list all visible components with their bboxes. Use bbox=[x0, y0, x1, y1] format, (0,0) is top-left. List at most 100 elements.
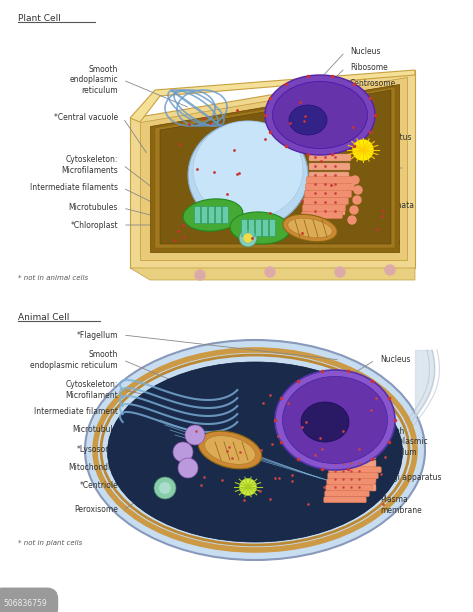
Polygon shape bbox=[150, 84, 399, 252]
FancyBboxPatch shape bbox=[329, 468, 376, 475]
Text: Cytoskeleton:
Microfilaments: Cytoskeleton: Microfilaments bbox=[61, 155, 118, 174]
FancyBboxPatch shape bbox=[326, 485, 372, 491]
Circle shape bbox=[335, 267, 345, 277]
Polygon shape bbox=[130, 70, 415, 122]
FancyBboxPatch shape bbox=[216, 206, 221, 223]
Text: Credit: Alan Gesek/Stocktrek
Images: Credit: Alan Gesek/Stocktrek Images bbox=[187, 444, 287, 457]
FancyBboxPatch shape bbox=[329, 484, 376, 491]
Polygon shape bbox=[130, 268, 415, 280]
Circle shape bbox=[385, 265, 395, 275]
Text: *Chloroplast: *Chloroplast bbox=[70, 220, 118, 230]
FancyBboxPatch shape bbox=[309, 163, 350, 170]
Text: Plasma
membrane: Plasma membrane bbox=[380, 495, 422, 515]
Ellipse shape bbox=[198, 431, 262, 469]
Text: *Plasmodesmata: *Plasmodesmata bbox=[350, 201, 415, 209]
FancyBboxPatch shape bbox=[303, 204, 345, 212]
Text: *Central vacuole: *Central vacuole bbox=[54, 113, 118, 122]
Text: Plasma
membrane: Plasma membrane bbox=[350, 175, 392, 195]
FancyBboxPatch shape bbox=[309, 181, 348, 188]
Text: Centrosome: Centrosome bbox=[350, 78, 396, 88]
FancyBboxPatch shape bbox=[309, 154, 351, 161]
Text: Peroxisome: Peroxisome bbox=[350, 220, 394, 230]
Text: Mitochondria: Mitochondria bbox=[350, 237, 400, 247]
Ellipse shape bbox=[188, 121, 308, 229]
FancyBboxPatch shape bbox=[329, 452, 376, 459]
FancyBboxPatch shape bbox=[309, 208, 345, 215]
Circle shape bbox=[154, 477, 176, 499]
FancyBboxPatch shape bbox=[307, 176, 358, 184]
Ellipse shape bbox=[230, 212, 290, 244]
Text: *Centriole: *Centriole bbox=[79, 482, 118, 490]
FancyBboxPatch shape bbox=[301, 212, 342, 218]
Circle shape bbox=[244, 234, 252, 242]
Polygon shape bbox=[140, 77, 407, 260]
Text: Nucleus: Nucleus bbox=[380, 356, 411, 365]
FancyBboxPatch shape bbox=[209, 206, 214, 223]
FancyBboxPatch shape bbox=[329, 460, 376, 467]
Ellipse shape bbox=[288, 218, 332, 237]
Text: Plant Cell: Plant Cell bbox=[18, 14, 61, 23]
Ellipse shape bbox=[193, 121, 303, 219]
Circle shape bbox=[350, 206, 358, 214]
Ellipse shape bbox=[205, 436, 255, 465]
FancyBboxPatch shape bbox=[248, 220, 254, 236]
Ellipse shape bbox=[243, 233, 253, 243]
FancyBboxPatch shape bbox=[255, 220, 262, 236]
Ellipse shape bbox=[183, 199, 243, 231]
Circle shape bbox=[353, 196, 361, 204]
Circle shape bbox=[265, 267, 275, 277]
Circle shape bbox=[351, 176, 359, 184]
FancyBboxPatch shape bbox=[329, 467, 381, 472]
Ellipse shape bbox=[289, 105, 327, 135]
Ellipse shape bbox=[265, 75, 375, 155]
Text: *Lysosome: *Lysosome bbox=[77, 446, 118, 455]
Text: Microtubules: Microtubules bbox=[69, 204, 118, 212]
Text: Golgi apparatus: Golgi apparatus bbox=[380, 474, 441, 482]
Text: Intermediate filaments: Intermediate filaments bbox=[30, 184, 118, 193]
Ellipse shape bbox=[272, 81, 368, 149]
FancyBboxPatch shape bbox=[270, 220, 275, 236]
Polygon shape bbox=[160, 90, 391, 244]
Text: * not in plant cells: * not in plant cells bbox=[18, 540, 82, 546]
Circle shape bbox=[240, 479, 256, 495]
Circle shape bbox=[195, 270, 205, 280]
FancyBboxPatch shape bbox=[325, 491, 369, 497]
Ellipse shape bbox=[107, 362, 403, 542]
FancyBboxPatch shape bbox=[201, 206, 208, 223]
Text: 506836759: 506836759 bbox=[3, 599, 47, 608]
Text: Cytoskeleton:
Microfilament: Cytoskeleton: Microfilament bbox=[65, 380, 118, 400]
Text: * not in animal cells: * not in animal cells bbox=[18, 275, 88, 281]
Text: *Flagellum: *Flagellum bbox=[77, 330, 118, 340]
FancyBboxPatch shape bbox=[194, 206, 201, 223]
Ellipse shape bbox=[275, 370, 395, 470]
FancyBboxPatch shape bbox=[304, 198, 349, 204]
Text: Intermediate filament: Intermediate filament bbox=[34, 408, 118, 417]
FancyBboxPatch shape bbox=[305, 190, 351, 198]
Text: Microtubule: Microtubule bbox=[73, 425, 118, 435]
FancyBboxPatch shape bbox=[324, 497, 366, 502]
Text: Ribosome: Ribosome bbox=[350, 64, 388, 72]
Ellipse shape bbox=[239, 229, 257, 247]
Text: Mitochondria: Mitochondria bbox=[68, 463, 118, 472]
Text: Nucleus: Nucleus bbox=[350, 48, 380, 56]
Ellipse shape bbox=[301, 402, 349, 442]
Circle shape bbox=[159, 482, 171, 494]
Text: Smooth
endoplasmic reticulum: Smooth endoplasmic reticulum bbox=[30, 350, 118, 370]
Text: Rough
endoplasmic
reticulum: Rough endoplasmic reticulum bbox=[350, 90, 399, 120]
Circle shape bbox=[173, 442, 193, 462]
Ellipse shape bbox=[283, 214, 337, 242]
Text: Cell Wall: Cell Wall bbox=[350, 163, 383, 173]
FancyBboxPatch shape bbox=[327, 479, 375, 485]
Ellipse shape bbox=[282, 376, 387, 463]
Text: Rough
endoplasmic
reticulum: Rough endoplasmic reticulum bbox=[380, 427, 429, 457]
Polygon shape bbox=[130, 70, 415, 268]
FancyBboxPatch shape bbox=[306, 184, 354, 190]
FancyBboxPatch shape bbox=[242, 220, 247, 236]
FancyBboxPatch shape bbox=[263, 220, 269, 236]
Text: Animal Cell: Animal Cell bbox=[18, 313, 70, 322]
FancyBboxPatch shape bbox=[309, 199, 346, 206]
FancyBboxPatch shape bbox=[328, 473, 378, 479]
Text: gettyimages®: gettyimages® bbox=[193, 430, 281, 440]
FancyBboxPatch shape bbox=[222, 206, 228, 223]
Circle shape bbox=[185, 425, 205, 445]
